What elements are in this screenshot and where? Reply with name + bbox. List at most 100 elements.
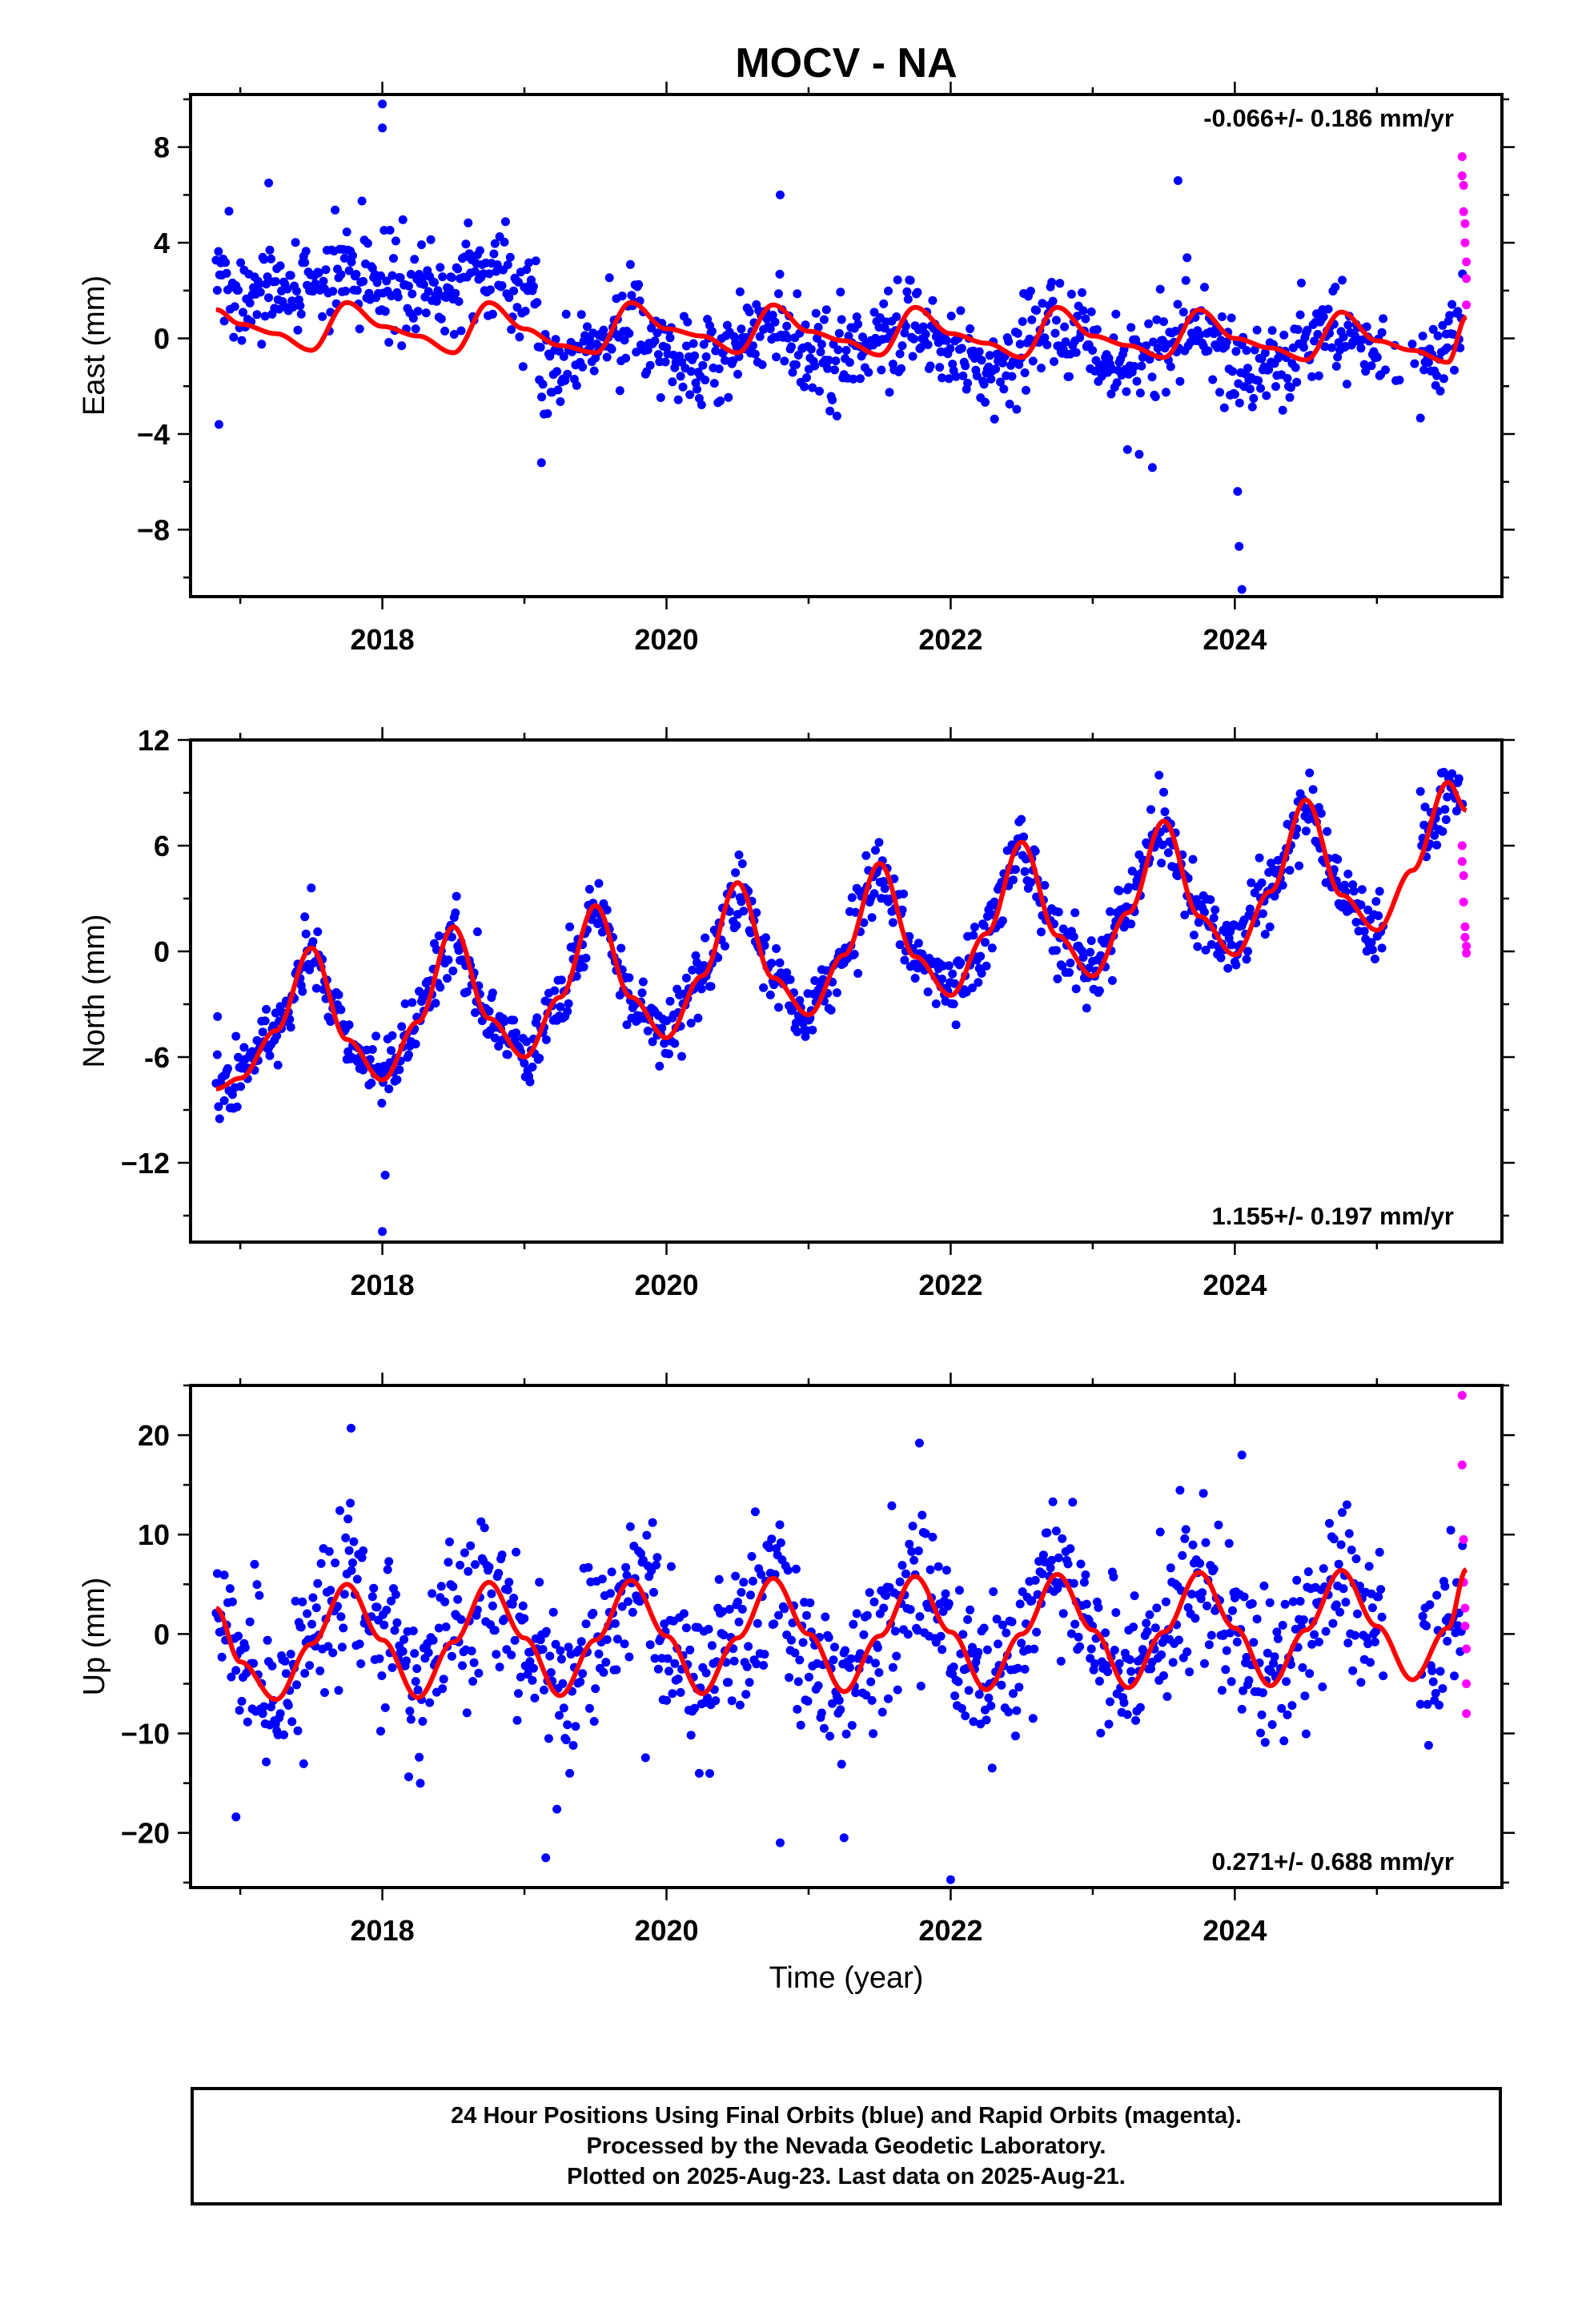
final-orbit-point	[826, 1005, 836, 1015]
final-orbit-point	[735, 287, 745, 296]
final-orbit-point	[425, 1698, 435, 1707]
final-orbit-point	[621, 353, 631, 363]
final-orbit-point	[395, 1065, 404, 1075]
final-orbit-point	[1435, 1667, 1445, 1676]
final-orbit-point	[601, 1658, 611, 1667]
final-orbit-point	[408, 998, 417, 1007]
final-orbit-point	[503, 1050, 512, 1059]
final-orbit-point	[1055, 279, 1065, 288]
final-orbit-point	[377, 1099, 387, 1108]
final-orbit-point	[579, 963, 588, 971]
final-orbit-point	[701, 376, 710, 384]
final-orbit-point	[1014, 1683, 1024, 1692]
final-orbit-point	[1040, 333, 1050, 343]
final-orbit-point	[1142, 1618, 1151, 1628]
final-orbit-point	[834, 1695, 844, 1705]
final-orbit-point	[1114, 886, 1124, 895]
final-orbit-point	[1342, 380, 1351, 389]
final-orbit-point	[1187, 1590, 1196, 1599]
final-orbit-point	[589, 1717, 599, 1726]
final-orbit-point	[816, 348, 825, 356]
final-orbit-point	[291, 1596, 300, 1606]
final-orbit-point	[989, 1587, 998, 1596]
final-orbit-point	[742, 1662, 752, 1671]
final-orbit-point	[281, 1669, 291, 1679]
final-orbit-point	[791, 1018, 801, 1027]
final-orbit-point	[247, 1047, 257, 1056]
final-orbit-point	[1163, 848, 1173, 858]
final-orbit-point	[901, 1569, 910, 1578]
final-orbit-point	[503, 1585, 512, 1594]
final-orbit-point	[909, 1555, 919, 1565]
final-orbit-point	[406, 270, 416, 279]
final-orbit-point	[1159, 317, 1168, 327]
final-orbit-point	[1161, 388, 1170, 397]
final-orbit-point	[314, 268, 323, 278]
final-orbit-point	[950, 979, 960, 988]
final-orbit-point	[990, 414, 999, 424]
final-orbit-point	[602, 1634, 612, 1644]
final-orbit-point	[320, 1688, 329, 1697]
final-orbit-point	[516, 1672, 525, 1682]
final-orbit-point	[942, 336, 951, 345]
final-orbit-point	[434, 931, 444, 941]
final-orbit-point	[418, 273, 428, 283]
final-orbit-point	[412, 1664, 422, 1674]
final-orbit-point	[1428, 1677, 1438, 1687]
final-orbit-point	[888, 1663, 897, 1672]
final-orbit-point	[768, 311, 777, 320]
final-orbit-point	[1013, 328, 1022, 338]
final-orbit-point	[1278, 880, 1287, 890]
final-orbit-point	[1119, 923, 1129, 932]
final-orbit-point	[472, 927, 482, 936]
final-orbit-point	[1007, 1617, 1017, 1626]
final-orbit-point	[916, 1681, 926, 1691]
final-orbit-point	[650, 1654, 660, 1663]
final-orbit-point	[536, 458, 546, 468]
final-orbit-point	[589, 366, 599, 376]
final-orbit-point	[1191, 1614, 1200, 1623]
final-orbit-point	[734, 1617, 744, 1626]
final-orbit-point	[897, 1561, 907, 1570]
final-orbit-point	[798, 1638, 808, 1647]
final-orbit-point	[1285, 866, 1295, 875]
final-orbit-point	[448, 966, 458, 975]
final-orbit-point	[1109, 1572, 1118, 1582]
final-orbit-point	[938, 1645, 947, 1655]
final-orbit-point	[1256, 384, 1265, 393]
final-orbit-point	[1066, 289, 1076, 299]
final-orbit-point	[492, 260, 502, 269]
final-orbit-point	[1439, 374, 1448, 384]
final-orbit-point	[1096, 1728, 1106, 1738]
final-orbit-point	[307, 883, 316, 893]
final-orbit-point	[1231, 960, 1241, 970]
final-orbit-point	[268, 1021, 278, 1031]
final-orbit-point	[495, 1663, 504, 1672]
final-orbit-point	[1227, 940, 1236, 950]
final-orbit-point	[1438, 1684, 1447, 1693]
final-orbit-point	[1007, 372, 1017, 381]
final-orbit-point	[977, 968, 986, 978]
caption-line-dates: Plotted on 2025-Aug-23. Last data on 202…	[567, 2164, 1126, 2189]
final-orbit-point	[464, 218, 473, 227]
final-orbit-point	[408, 1626, 418, 1635]
final-orbit-point	[1126, 919, 1136, 929]
final-orbit-point	[913, 939, 923, 948]
final-orbit-point	[746, 1590, 755, 1600]
final-orbit-point	[706, 982, 716, 991]
final-orbit-point	[1303, 325, 1312, 335]
final-orbit-point	[1260, 930, 1270, 939]
final-orbit-point	[757, 1570, 766, 1579]
final-orbit-point	[1377, 328, 1387, 337]
final-orbit-point	[1278, 405, 1287, 415]
panels: 2018 2020 2022 2024 8 4 0 −4 −8 East (mm) -0.066+/…	[78, 82, 1515, 1947]
final-orbit-point	[1079, 1578, 1089, 1587]
final-orbit-point	[556, 397, 565, 406]
final-orbit-point	[1252, 325, 1262, 335]
final-orbit-point	[367, 1592, 377, 1602]
final-orbit-point	[780, 1604, 789, 1614]
final-orbit-point	[1162, 1692, 1172, 1701]
final-orbit-point	[992, 1614, 1002, 1624]
final-orbit-point	[954, 1586, 964, 1595]
final-orbit-point	[214, 1102, 223, 1112]
